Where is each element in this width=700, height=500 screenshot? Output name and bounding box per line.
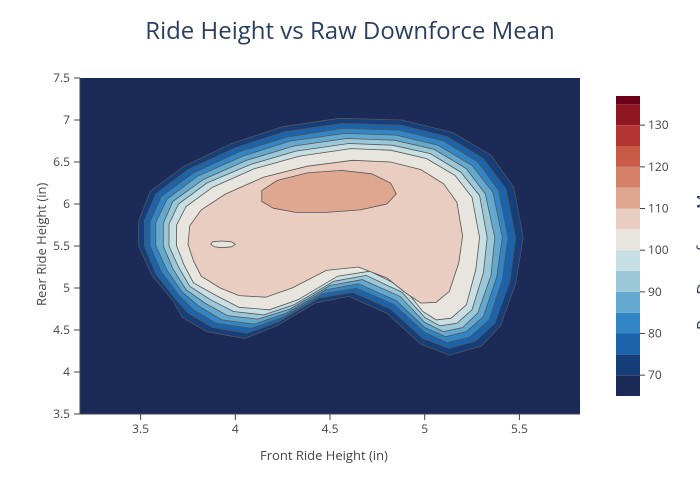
svg-text:3.5: 3.5 bbox=[132, 420, 149, 437]
svg-text:4: 4 bbox=[63, 363, 70, 380]
plot-area: 3.544.555.53.544.555.566.577.5 bbox=[80, 78, 580, 414]
svg-text:100: 100 bbox=[648, 241, 669, 258]
svg-text:4: 4 bbox=[232, 420, 239, 437]
svg-text:7: 7 bbox=[63, 111, 70, 128]
x-axis-label: Front Ride Height (in) bbox=[260, 446, 388, 464]
svg-text:120: 120 bbox=[648, 158, 669, 175]
svg-text:3.5: 3.5 bbox=[53, 405, 70, 422]
svg-text:6: 6 bbox=[63, 195, 70, 212]
y-axis-label: Rear Ride Height (in) bbox=[32, 183, 50, 306]
colorbar: 70 80 90 100 110 120 130 bbox=[616, 96, 696, 396]
plot-svg: 3.5 4 4.5 5 5.5 3.5 4 4.5 5 5.5 6 6.5 7 7.5 bbox=[0, 0, 700, 500]
svg-text:6.5: 6.5 bbox=[53, 153, 70, 170]
svg-text:110: 110 bbox=[648, 200, 669, 217]
svg-text:130: 130 bbox=[648, 116, 669, 133]
chart-figure: Ride Height vs Raw Downforce Mean 3.544.… bbox=[0, 0, 700, 500]
colorbar-title: Raw Downforce Mean bbox=[692, 167, 700, 330]
svg-text:5.5: 5.5 bbox=[511, 420, 528, 437]
svg-text:5: 5 bbox=[63, 279, 70, 296]
svg-text:4.5: 4.5 bbox=[53, 321, 70, 338]
svg-text:4.5: 4.5 bbox=[322, 420, 339, 437]
svg-text:5: 5 bbox=[421, 420, 428, 437]
svg-text:7.5: 7.5 bbox=[53, 69, 70, 86]
svg-text:70: 70 bbox=[648, 366, 662, 383]
svg-text:90: 90 bbox=[648, 283, 662, 300]
svg-text:5.5: 5.5 bbox=[53, 237, 70, 254]
svg-text:80: 80 bbox=[648, 325, 662, 342]
